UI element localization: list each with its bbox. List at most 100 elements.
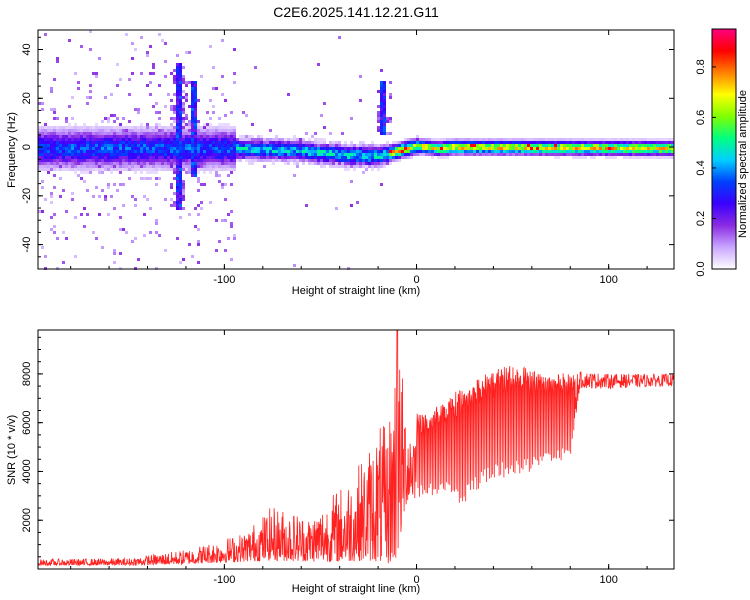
spectrogram-cell [611, 144, 614, 147]
spectrogram-cell [317, 156, 320, 159]
spectrogram-cell [164, 159, 167, 162]
spectrogram-cell [470, 147, 473, 150]
spectrogram-cell [284, 159, 287, 162]
spectrogram-cell [209, 144, 212, 147]
spectrogram-cell [83, 156, 86, 159]
spectrogram-cell [617, 141, 620, 144]
spectrogram-cell [227, 159, 230, 162]
spectrogram-cell [362, 159, 365, 162]
spectrogram-cell [566, 150, 569, 153]
spectrogram-cell [125, 231, 128, 234]
spectrogram-cell [344, 168, 347, 171]
spectrogram-cell [515, 150, 518, 153]
spectrogram-cell [368, 147, 371, 150]
spectrogram-cell [356, 165, 359, 168]
spectrogram-cell [377, 150, 380, 153]
spectrogram-cell [368, 165, 371, 168]
spectrogram-cell [101, 159, 104, 162]
spectrogram-cell [161, 141, 164, 144]
spectrogram-cell [197, 123, 200, 126]
spectrogram-cell [200, 150, 203, 153]
spectrogram-cell [383, 123, 386, 126]
spectrogram-cell [38, 150, 41, 153]
spectrogram-cell [383, 105, 386, 108]
spectrogram-cell [425, 141, 428, 144]
spectrogram-cell [233, 135, 236, 138]
spectrogram-cell [194, 165, 197, 168]
spectrogram-cell [665, 144, 668, 147]
spectrogram-cell [371, 150, 374, 153]
spectrogram-cell [68, 129, 71, 132]
spectrogram-cell [617, 144, 620, 147]
spectrogram-cell [104, 150, 107, 153]
spectrogram-cell [179, 183, 182, 186]
spectrogram-cell [257, 144, 260, 147]
spectrogram-cell [626, 138, 629, 141]
spectrogram-cell [149, 207, 152, 210]
spectrogram-cell [383, 117, 386, 120]
spectrogram-cell [80, 135, 83, 138]
spectrogram-cell [443, 138, 446, 141]
spectrogram-cell [212, 147, 215, 150]
spectrogram-cell [377, 153, 380, 156]
spectrogram-xlabel: Height of straight line (km) [292, 285, 420, 297]
spectrogram-cell [668, 156, 671, 159]
spectrogram-cell [557, 138, 560, 141]
spectrogram-cell [98, 126, 101, 129]
spectrogram-cell [428, 147, 431, 150]
spectrogram-cell [176, 189, 179, 192]
spectrogram-cell [290, 141, 293, 144]
spectrogram-cell [257, 150, 260, 153]
spectrogram-cell [158, 156, 161, 159]
spectrogram-cell [110, 153, 113, 156]
spectrogram-cell [305, 144, 308, 147]
spectrogram-cell [125, 159, 128, 162]
spectrogram-cell [221, 132, 224, 135]
spectrogram-cell [395, 153, 398, 156]
spectrogram-cell [554, 153, 557, 156]
spectrogram-cell [242, 141, 245, 144]
spectrogram-cell [149, 171, 152, 174]
spectrogram-cell [251, 135, 254, 138]
spectrogram-cell [434, 150, 437, 153]
spectrogram-cell [281, 153, 284, 156]
spectrogram-cell [653, 150, 656, 153]
spectrogram-cell [230, 132, 233, 135]
spectrogram-cell [245, 159, 248, 162]
spectrogram-cell [152, 168, 155, 171]
spectrogram-cell [191, 111, 194, 114]
spectrogram-cell [209, 147, 212, 150]
spectrogram-cell [101, 168, 104, 171]
spectrogram-cell [86, 213, 89, 216]
spectrogram-cell [173, 147, 176, 150]
spectrogram-cell [401, 144, 404, 147]
spectrogram-cell [647, 147, 650, 150]
spectrogram-cell [293, 147, 296, 150]
spectrogram-cell [140, 138, 143, 141]
spectrogram-cell [158, 111, 161, 114]
spectrogram-cell [200, 165, 203, 168]
spectrogram-cell [653, 147, 656, 150]
spectrogram-cell [230, 138, 233, 141]
spectrogram-cell [230, 153, 233, 156]
spectrogram-cell [101, 144, 104, 147]
spectrogram-cell [470, 141, 473, 144]
spectrogram-cell [320, 153, 323, 156]
spectrogram-cell [260, 141, 263, 144]
spectrogram-cell [119, 78, 122, 81]
spectrogram-cell [629, 150, 632, 153]
spectrogram-cell [41, 108, 44, 111]
spectrogram-cell [479, 141, 482, 144]
spectrogram-cell [143, 144, 146, 147]
spectrogram-cell [68, 132, 71, 135]
spectrogram-cell [143, 234, 146, 237]
spectrogram-cell [89, 141, 92, 144]
spectrogram-cell [116, 63, 119, 66]
spectrogram-cell [131, 138, 134, 141]
spectrogram-cell [68, 159, 71, 162]
spectrogram-cell [260, 135, 263, 138]
spectrogram-xtick-label: 0 [413, 274, 419, 286]
spectrogram-cell [197, 213, 200, 216]
spectrogram-cell [185, 135, 188, 138]
spectrogram-cell [269, 156, 272, 159]
